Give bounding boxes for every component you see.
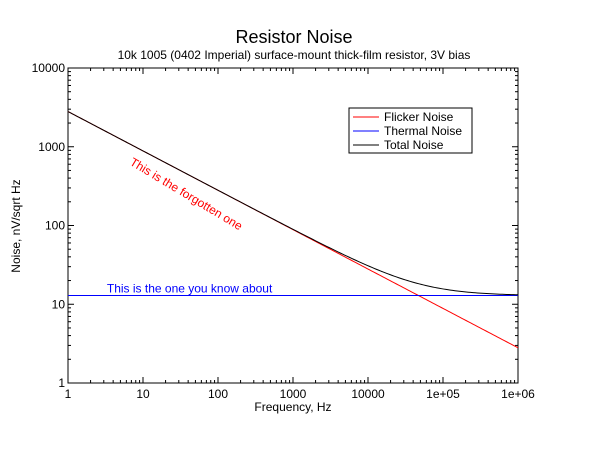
x-tick-label: 1 xyxy=(65,387,72,401)
y-axis: 1 10 100 1000 10000 xyxy=(32,61,518,390)
annotation-2: This is the one you know about xyxy=(107,281,273,295)
y-tick-label: 10 xyxy=(52,297,66,311)
chart-title: Resistor Noise xyxy=(235,27,352,47)
series-line-total xyxy=(67,111,519,296)
x-tick-label: 100 xyxy=(208,387,228,401)
y-tick-label: 10000 xyxy=(32,61,66,75)
y-tick-label: 100 xyxy=(45,219,65,233)
x-tick-label: 1e+06 xyxy=(501,387,535,401)
x-tick-label: 1000 xyxy=(280,387,307,401)
annotation-1: This is the forgotten one xyxy=(127,155,245,233)
legend-label-thermal: Thermal Noise xyxy=(384,124,462,138)
x-axis-label: Frequency, Hz xyxy=(254,400,331,414)
legend-label-flicker: Flicker Noise xyxy=(384,110,454,124)
x-tick-label: 10 xyxy=(136,387,150,401)
chart-subtitle: 10k 1005 (0402 Imperial) surface-mount t… xyxy=(118,48,471,62)
y-tick-label: 1 xyxy=(58,376,65,390)
x-axis: 1 10 100 1000 10000 1e+05 1e+06 xyxy=(65,68,535,401)
y-axis-label: Noise, nV/sqrt Hz xyxy=(9,179,23,272)
legend-label-total: Total Noise xyxy=(384,138,444,152)
x-tick-label: 10000 xyxy=(351,387,385,401)
series-layer xyxy=(67,111,519,349)
y-tick-label: 1000 xyxy=(38,140,65,154)
x-tick-label: 1e+05 xyxy=(426,387,460,401)
